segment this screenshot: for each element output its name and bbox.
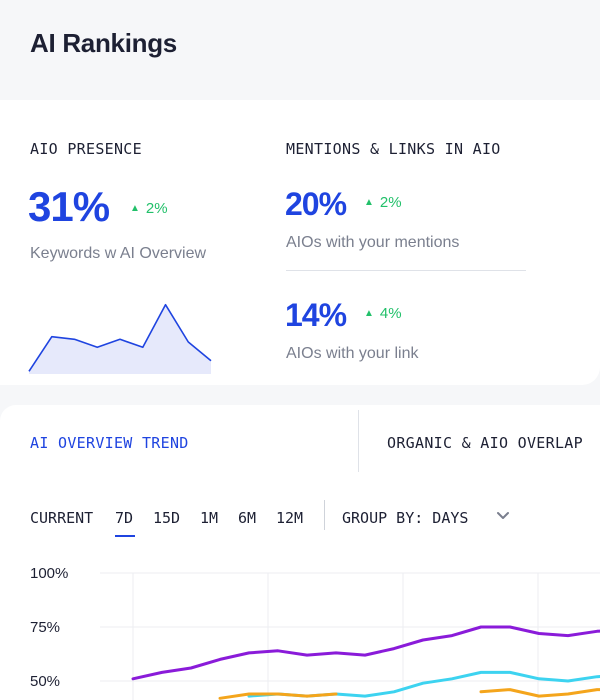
series-line-2	[218, 688, 600, 700]
aio-presence-delta: ▲ 2%	[130, 200, 168, 217]
range-15d[interactable]: 15D	[153, 509, 181, 527]
range-current[interactable]: CURRENT	[30, 509, 94, 527]
up-triangle-icon: ▲	[364, 308, 374, 319]
metric-divider	[286, 270, 526, 271]
chevron-down-icon[interactable]	[495, 508, 511, 524]
range-12m[interactable]: 12M	[276, 509, 304, 527]
range-7d[interactable]: 7D	[115, 509, 134, 527]
mentions-links-label: MENTIONS & LINKS IN AIO	[286, 140, 501, 158]
range-6m[interactable]: 6M	[238, 509, 257, 527]
links-delta: ▲ 4%	[364, 305, 402, 322]
mentions-value: 20%	[285, 186, 347, 222]
aio-presence-value: 31%	[28, 183, 110, 230]
delta-value: 2%	[145, 200, 168, 217]
range-1m[interactable]: 1M	[200, 509, 219, 527]
y-tick-50: 50%	[30, 673, 61, 690]
aio-presence-sparkline	[28, 303, 212, 374]
filter-separator	[324, 500, 325, 530]
page-title: AI Rankings	[30, 28, 177, 58]
metrics-card	[0, 100, 600, 385]
ai-overview-trend-chart	[100, 572, 600, 700]
links-value: 14%	[285, 297, 347, 333]
mentions-delta: ▲ 2%	[364, 194, 402, 211]
trend-card	[0, 405, 600, 700]
sparkline-line	[28, 303, 212, 372]
series-line-0	[131, 625, 600, 681]
delta-value: 4%	[379, 305, 402, 322]
aio-presence-label: AIO PRESENCE	[30, 140, 142, 158]
tab-organic-aio-overlap[interactable]: ORGANIC & AIO OVERLAP	[387, 434, 583, 452]
group-by-dropdown[interactable]: GROUP BY: DAYS	[342, 509, 469, 527]
aio-presence-subtext: Keywords w AI Overview	[30, 245, 207, 262]
delta-value: 2%	[379, 194, 402, 211]
tab-ai-overview-trend[interactable]: AI OVERVIEW TREND	[30, 434, 189, 452]
up-triangle-icon: ▲	[364, 197, 374, 208]
links-subtext: AIOs with your link	[286, 345, 419, 362]
range-selected-indicator	[115, 535, 135, 537]
tab-separator	[358, 410, 359, 472]
mentions-subtext: AIOs with your mentions	[286, 234, 460, 251]
up-triangle-icon: ▲	[130, 203, 140, 214]
series-line-1	[247, 670, 600, 698]
y-tick-100: 100%	[30, 565, 69, 582]
y-tick-75: 75%	[30, 619, 61, 636]
